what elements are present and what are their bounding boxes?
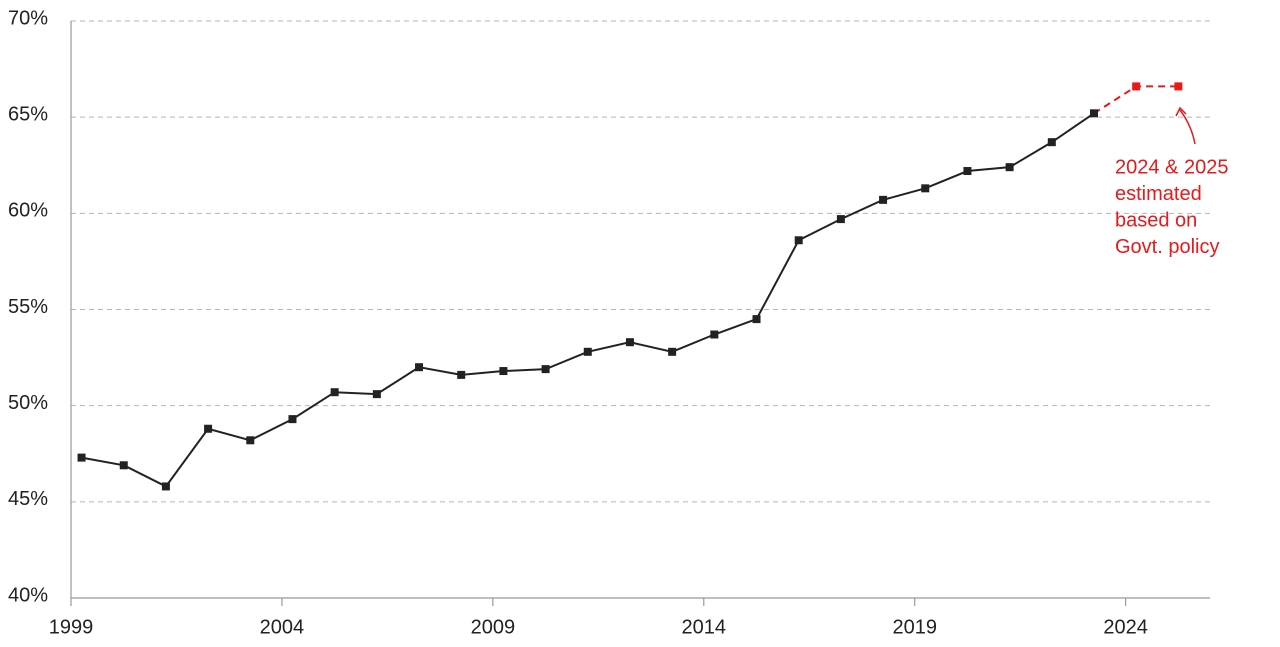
point: [1005, 163, 1014, 172]
x-tick-label: 1999: [49, 616, 94, 638]
x-tick-label: 2024: [1103, 616, 1148, 638]
point: [372, 390, 381, 399]
x-tick-label: 2009: [471, 616, 516, 638]
point: [879, 195, 888, 204]
annotation: 2024 & 2025: [1115, 156, 1228, 178]
series-line: [81, 112, 1095, 488]
y-tick-label: 40%: [8, 584, 48, 606]
point: [668, 347, 677, 356]
point: [1047, 138, 1056, 147]
y-tick-label: 45%: [8, 488, 48, 510]
annotation-arrowhead: [1175, 106, 1187, 117]
point: [625, 338, 634, 347]
x-tick-label: 2004: [260, 616, 305, 638]
point: [415, 363, 424, 372]
annotation: estimated: [1115, 183, 1202, 205]
y-tick-label: 60%: [8, 200, 48, 222]
point: [330, 388, 339, 397]
point: [710, 330, 719, 339]
y-tick-label: 55%: [8, 296, 48, 318]
point: [752, 315, 761, 324]
annotation: Govt. policy: [1115, 236, 1219, 258]
y-tick-label: 50%: [8, 392, 48, 414]
point: [119, 461, 128, 470]
annotation: based on: [1115, 209, 1197, 231]
point: [1132, 82, 1141, 91]
point: [794, 236, 803, 245]
point: [161, 482, 170, 491]
x-tick-label: 2014: [682, 616, 727, 638]
point: [1089, 109, 1098, 118]
point: [583, 347, 592, 356]
point: [541, 365, 550, 374]
point: [246, 436, 255, 445]
point: [499, 367, 508, 376]
point: [77, 453, 86, 462]
series-line: [1093, 85, 1179, 115]
point: [457, 370, 466, 379]
y-tick-label: 70%: [8, 7, 48, 29]
point: [836, 215, 845, 224]
point: [204, 424, 213, 433]
point: [288, 415, 297, 424]
y-tick-label: 65%: [8, 103, 48, 125]
point: [963, 167, 972, 176]
annotation-arrow: [1179, 109, 1196, 145]
x-tick-label: 2019: [892, 616, 937, 638]
point: [921, 184, 930, 193]
point: [1174, 82, 1183, 91]
